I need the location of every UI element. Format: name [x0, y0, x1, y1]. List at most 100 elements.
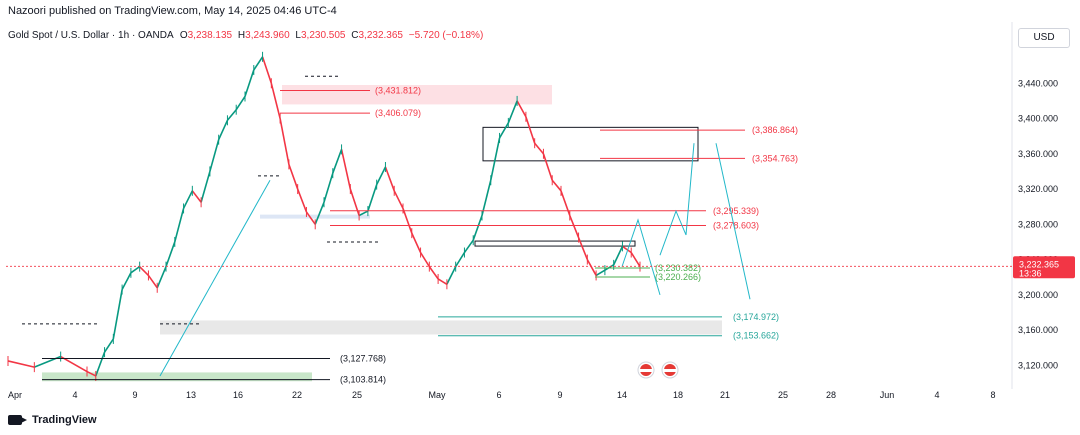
price-segment [209, 139, 220, 172]
price-segment [7, 360, 35, 368]
x-tick-label: Jun [880, 390, 895, 400]
price-segment [481, 180, 492, 216]
price-segment [437, 278, 448, 285]
low-value: 3,230.505 [300, 30, 346, 41]
price-segment [261, 56, 273, 84]
y-tick-label: 3,400.000 [1018, 114, 1058, 124]
price-segment [340, 149, 352, 190]
price-segment [253, 56, 264, 71]
x-tick-label: 25 [778, 390, 788, 400]
high-value: 3,243.960 [245, 30, 290, 41]
level-label: (3,386.864) [752, 125, 798, 135]
level-label: (3,153.662) [733, 331, 779, 341]
x-tick-label: 16 [233, 390, 243, 400]
price-segment [516, 100, 527, 118]
price-segment [156, 266, 167, 289]
x-tick-label: 13 [186, 390, 196, 400]
price-segment [314, 201, 325, 225]
price-segment [463, 239, 474, 253]
level-label: (3,174.972) [733, 312, 779, 322]
price-segment [577, 237, 589, 260]
close-value: 3,232.365 [358, 30, 404, 41]
price-segment [112, 289, 123, 340]
level-label: (3,278.603) [713, 221, 759, 231]
trendline [159, 179, 271, 377]
price-segment [121, 272, 132, 290]
blue-zone [260, 214, 370, 219]
event-flag-icon-stripe [640, 369, 652, 372]
y-tick-label: 3,120.000 [1018, 360, 1058, 370]
price-segment [217, 119, 229, 141]
x-tick-label: 18 [673, 390, 683, 400]
price-segment [147, 274, 158, 289]
price-segment [165, 241, 176, 267]
consolidation-box [474, 240, 636, 247]
level-label: (3,103.814) [340, 375, 386, 385]
y-tick-label: 3,320.000 [1018, 184, 1058, 194]
price-segment [235, 96, 246, 111]
level-label: (3,295.339) [713, 206, 759, 216]
open-value: 3,238.135 [187, 30, 233, 41]
price-segment [402, 208, 413, 234]
symbol-title[interactable]: Gold Spot / U.S. Dollar · 1h · OANDA [8, 30, 174, 41]
projection-path-drop [715, 143, 751, 300]
price-segment [349, 188, 360, 216]
x-tick-label: 4 [934, 390, 939, 400]
y-tick-label: 3,440.000 [1018, 78, 1058, 88]
price-segment [86, 370, 97, 377]
low-label: L [295, 30, 301, 41]
x-tick-label: 21 [720, 390, 730, 400]
price-segment [200, 171, 211, 203]
currency-button[interactable]: USD [1018, 28, 1070, 48]
price-segment [103, 338, 114, 353]
x-tick-label: 14 [617, 390, 627, 400]
price-segment [498, 122, 510, 139]
x-tick-label: 22 [292, 390, 302, 400]
x-tick-label: 9 [557, 390, 562, 400]
price-segment [446, 266, 457, 285]
level-label: (3,127.768) [340, 354, 386, 364]
price-segment [411, 232, 422, 253]
order-block-box [482, 126, 699, 162]
x-tick-label: 28 [826, 390, 836, 400]
tradingview-logo[interactable]: TradingView [8, 414, 97, 426]
x-tick-label: 9 [132, 390, 137, 400]
open-label: O [179, 30, 188, 41]
price-segment [323, 172, 334, 203]
price-segment [182, 190, 194, 209]
ohlc-legend: Gold Spot / U.S. Dollar · 1h · OANDA O3,… [8, 30, 483, 41]
price-segment [358, 210, 369, 217]
price-segment [130, 265, 141, 274]
level-label: (3,431.812) [375, 85, 421, 95]
y-tick-label: 3,360.000 [1018, 149, 1058, 159]
price-segment [279, 118, 290, 165]
price-segment [428, 266, 439, 280]
brand-label: TradingView [32, 414, 97, 426]
price-segment [604, 264, 615, 271]
price-segment [270, 83, 281, 119]
price-segment [244, 69, 255, 97]
price-segment [139, 266, 150, 277]
level-label: (3,354.763) [752, 153, 798, 163]
price-segment [419, 252, 431, 268]
price-segment [393, 190, 404, 209]
price-segment [586, 259, 597, 276]
price-segment [226, 109, 237, 121]
price-segment [375, 166, 387, 186]
demand-zone [160, 320, 722, 335]
price-segment [174, 208, 185, 243]
price-segment [612, 246, 624, 266]
change-value: −5.720 (−0.18%) [408, 30, 484, 41]
price-segment [569, 215, 580, 238]
price-segment [551, 179, 562, 192]
price-segment [630, 252, 641, 268]
x-tick-label: 4 [72, 390, 77, 400]
support-zone [42, 372, 312, 382]
last-price-badge [1013, 256, 1075, 279]
y-tick-label: 3,160.000 [1018, 325, 1058, 335]
price-segment [288, 164, 299, 190]
publisher-line: Nazoori published on TradingView.com, Ma… [8, 5, 337, 17]
price-segment [60, 355, 88, 373]
price-segment [191, 190, 202, 203]
